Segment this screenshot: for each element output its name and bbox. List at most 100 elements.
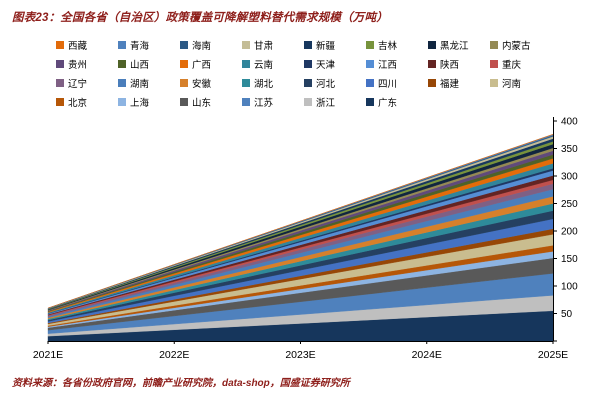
legend-swatch-icon — [366, 41, 374, 49]
x-tick-label: 2024E — [412, 349, 442, 361]
legend-label: 湖北 — [254, 79, 274, 90]
legend-swatch-icon — [304, 41, 312, 49]
legend-swatch-icon — [56, 98, 64, 106]
figure-source: 资料来源：各省份政府官网，前瞻产业研究院，data-shop，国盛证券研究所 — [12, 378, 350, 389]
legend-item-广东: 广东 — [366, 95, 428, 109]
legend-label: 浙江 — [316, 98, 336, 109]
legend-item-广西: 广西 — [180, 57, 242, 71]
legend-item-福建: 福建 — [428, 76, 490, 90]
legend-label: 江西 — [378, 60, 398, 71]
legend-item-江西: 江西 — [366, 57, 428, 71]
legend-label: 辽宁 — [68, 79, 88, 90]
legend-label: 重庆 — [502, 60, 522, 71]
legend-label: 四川 — [378, 79, 398, 90]
legend-swatch-icon — [56, 41, 64, 49]
legend-label: 陕西 — [440, 60, 460, 71]
legend-label: 广东 — [378, 98, 398, 109]
legend-label: 甘肃 — [254, 41, 274, 52]
legend-label: 北京 — [68, 98, 88, 109]
x-tick-label: 2022E — [159, 349, 189, 361]
legend-swatch-icon — [428, 79, 436, 87]
legend-swatch-icon — [428, 60, 436, 68]
legend-swatch-icon — [242, 41, 250, 49]
y-tick-label: 300 — [561, 172, 578, 183]
y-tick-label: 200 — [561, 227, 578, 238]
y-tick-label: 150 — [561, 254, 578, 265]
figure-header: 图表23：全国各省（自治区）政策覆盖可降解塑料替代需求规模（万吨） — [12, 8, 600, 26]
legend-item-安徽: 安徽 — [180, 76, 242, 90]
y-tick-label: 50 — [561, 309, 573, 320]
figure-title: 图表23：全国各省（自治区）政策覆盖可降解塑料替代需求规模（万吨） — [12, 12, 388, 24]
legend-label: 黑龙江 — [440, 41, 469, 52]
legend-item-西藏: 西藏 — [56, 38, 118, 52]
chart-area: 50 100 150 200 250 300 350 400 2021E 2022E 2023E 20… — [30, 113, 600, 370]
legend-item-黑龙江: 黑龙江 — [428, 38, 490, 52]
legend-label: 青海 — [130, 41, 150, 52]
legend-swatch-icon — [118, 41, 126, 49]
legend-item-湖北: 湖北 — [242, 76, 304, 90]
legend-item-山西: 山西 — [118, 57, 180, 71]
legend-label: 山东 — [192, 98, 212, 109]
legend-item-陕西: 陕西 — [428, 57, 490, 71]
legend-label: 安徽 — [192, 79, 212, 90]
legend-swatch-icon — [428, 41, 436, 49]
legend-swatch-icon — [490, 79, 498, 87]
legend-label: 贵州 — [68, 60, 88, 71]
legend-swatch-icon — [56, 60, 64, 68]
legend-swatch-icon — [118, 79, 126, 87]
x-tick-label: 2023E — [285, 349, 315, 361]
legend-item-青海: 青海 — [118, 38, 180, 52]
legend-swatch-icon — [242, 79, 250, 87]
legend-swatch-icon — [242, 98, 250, 106]
legend-item-云南: 云南 — [242, 57, 304, 71]
legend-swatch-icon — [118, 98, 126, 106]
legend-label: 广西 — [192, 60, 212, 71]
legend-swatch-icon — [180, 60, 188, 68]
y-tick-label: 250 — [561, 199, 578, 210]
legend-label: 湖南 — [130, 79, 150, 90]
legend-label: 吉林 — [378, 41, 398, 52]
legend-label: 山西 — [130, 60, 150, 71]
legend-label: 西藏 — [68, 41, 88, 52]
y-tick-label: 400 — [561, 117, 578, 128]
legend-label: 江苏 — [254, 98, 274, 109]
legend-swatch-icon — [366, 60, 374, 68]
legend-swatch-icon — [304, 60, 312, 68]
stacked-area-chart: 50 100 150 200 250 300 350 400 2021E 2022E 2023E 20… — [33, 117, 578, 362]
legend-swatch-icon — [304, 98, 312, 106]
legend-swatch-icon — [366, 98, 374, 106]
legend-swatch-icon — [304, 79, 312, 87]
legend-item-四川: 四川 — [366, 76, 428, 90]
legend-label: 河南 — [502, 79, 522, 90]
legend-item-河南: 河南 — [490, 76, 552, 90]
legend-swatch-icon — [490, 60, 498, 68]
legend-label: 上海 — [130, 98, 150, 109]
legend-item-新疆: 新疆 — [304, 38, 366, 52]
legend-item-海南: 海南 — [180, 38, 242, 52]
x-tick-label: 2021E — [33, 349, 63, 361]
legend-label: 天津 — [316, 60, 336, 71]
legend-swatch-icon — [490, 41, 498, 49]
legend-label: 新疆 — [316, 41, 336, 52]
legend-swatch-icon — [118, 60, 126, 68]
legend-label: 河北 — [316, 79, 336, 90]
legend-swatch-icon — [180, 79, 188, 87]
legend-item-甘肃: 甘肃 — [242, 38, 304, 52]
legend-item-北京: 北京 — [56, 95, 118, 109]
legend-item-重庆: 重庆 — [490, 57, 552, 71]
legend-label: 海南 — [192, 41, 212, 52]
legend-item-山东: 山东 — [180, 95, 242, 109]
legend-label: 福建 — [440, 79, 460, 90]
legend-item-江苏: 江苏 — [242, 95, 304, 109]
legend-swatch-icon — [180, 41, 188, 49]
x-tick-label: 2025E — [538, 349, 568, 361]
legend-item-内蒙古: 内蒙古 — [490, 38, 552, 52]
legend-label: 云南 — [254, 60, 274, 71]
legend-item-辽宁: 辽宁 — [56, 76, 118, 90]
legend-item-吉林: 吉林 — [366, 38, 428, 52]
y-tick-label: 350 — [561, 144, 578, 155]
legend-swatch-icon — [56, 79, 64, 87]
legend-item-上海: 上海 — [118, 95, 180, 109]
legend-item-贵州: 贵州 — [56, 57, 118, 71]
legend-label: 内蒙古 — [502, 41, 531, 52]
